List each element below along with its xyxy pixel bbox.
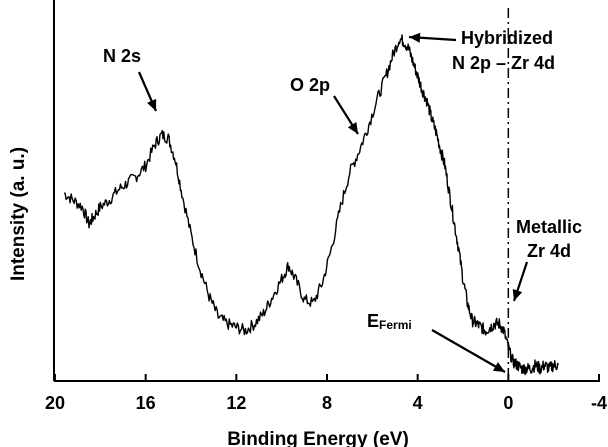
x-axis-label: Binding Energy (eV) xyxy=(227,429,409,447)
x-tick-label: 0 xyxy=(503,393,513,413)
arrow-n2s xyxy=(137,71,158,112)
fermi-label-main: E xyxy=(367,311,379,331)
annotation-o2p: O 2p xyxy=(290,75,330,95)
annotation-n2s: N 2s xyxy=(103,46,141,66)
x-axis-ticks: 20 16 12 8 4 0 -4 xyxy=(45,374,607,413)
x-tick-label: 20 xyxy=(45,393,65,413)
y-axis-label: Intensity (a. u.) xyxy=(8,147,29,281)
annotation-metallic-line2: Zr 4d xyxy=(527,241,571,261)
arrow-metallic xyxy=(512,261,529,302)
x-tick-label: 16 xyxy=(136,393,156,413)
annotation-arrows xyxy=(137,32,529,373)
annotation-hybridized-line1: Hybridized xyxy=(461,28,553,48)
arrow-o2p xyxy=(333,95,359,135)
fermi-label-sub: Fermi xyxy=(379,318,412,332)
x-tick-label: 12 xyxy=(226,393,246,413)
x-tick-label: -4 xyxy=(591,393,607,413)
arrow-hybridized xyxy=(408,32,457,43)
arrow-fermi xyxy=(431,329,506,373)
x-tick-label: 8 xyxy=(322,393,332,413)
fermi-label: EFermi xyxy=(367,311,412,332)
spectrum-line xyxy=(64,34,559,376)
annotation-hybridized-line2: N 2p – Zr 4d xyxy=(452,53,555,73)
x-tick-label: 4 xyxy=(413,393,423,413)
annotation-metallic-line1: Metallic xyxy=(516,217,582,237)
